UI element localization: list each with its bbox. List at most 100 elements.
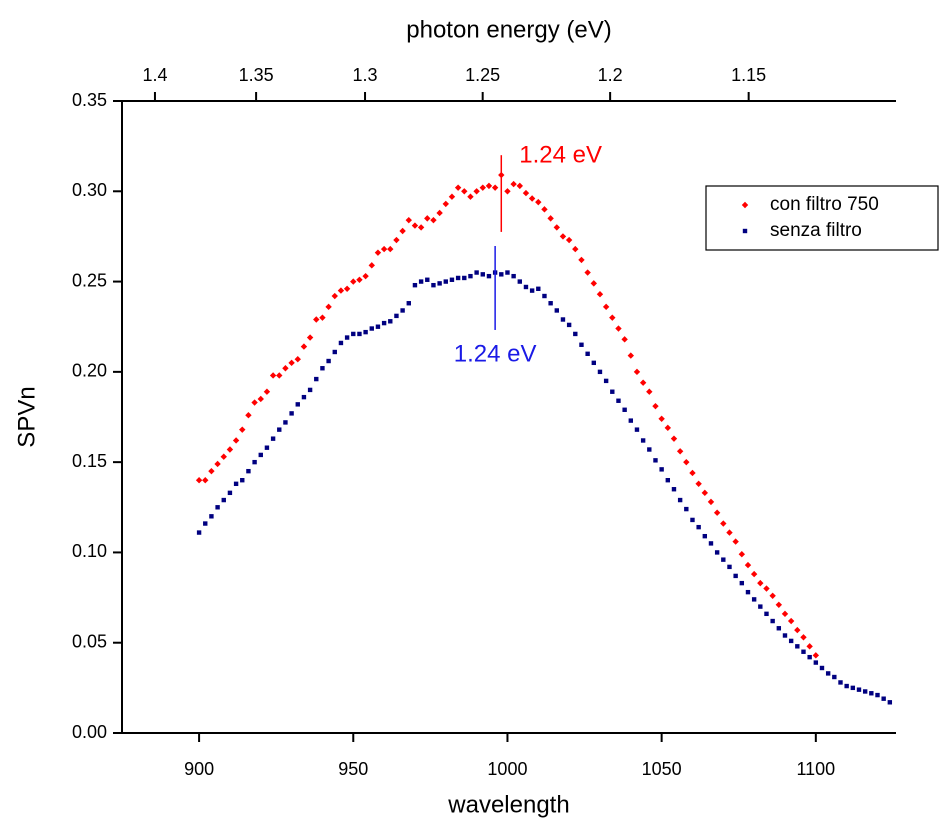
data-point bbox=[869, 691, 874, 696]
data-point bbox=[313, 316, 320, 323]
data-point bbox=[251, 399, 258, 406]
data-point bbox=[523, 284, 529, 290]
data-point bbox=[240, 478, 245, 483]
data-point bbox=[708, 541, 714, 546]
data-point bbox=[468, 273, 473, 279]
data-point bbox=[504, 188, 511, 195]
data-point bbox=[875, 692, 880, 698]
data-point bbox=[590, 280, 598, 287]
data-point bbox=[314, 376, 319, 382]
data-point bbox=[819, 665, 825, 671]
data-point bbox=[665, 478, 671, 483]
data-point bbox=[591, 360, 597, 366]
data-point bbox=[713, 509, 721, 516]
data-point bbox=[462, 275, 467, 281]
data-point bbox=[369, 326, 374, 331]
data-point bbox=[683, 458, 690, 466]
data-point bbox=[548, 301, 553, 306]
data-point bbox=[628, 418, 634, 423]
data-point bbox=[733, 573, 738, 579]
data-point bbox=[862, 689, 868, 694]
data-point bbox=[671, 487, 677, 492]
data-point bbox=[701, 489, 709, 497]
data-point bbox=[622, 407, 627, 412]
data-point bbox=[454, 184, 462, 191]
data-point bbox=[350, 278, 357, 285]
data-point bbox=[856, 687, 862, 692]
data-point bbox=[227, 490, 233, 496]
data-point bbox=[288, 359, 295, 367]
data-point bbox=[639, 379, 647, 386]
data-point bbox=[215, 505, 220, 510]
data-point bbox=[233, 481, 239, 487]
data-point bbox=[597, 369, 603, 375]
data-point bbox=[758, 604, 763, 609]
data-point bbox=[363, 329, 368, 335]
data-point bbox=[319, 314, 326, 321]
data-point bbox=[505, 270, 510, 275]
data-point bbox=[850, 685, 856, 691]
data-point bbox=[696, 524, 701, 530]
data-point bbox=[343, 285, 351, 292]
data-point bbox=[443, 279, 448, 284]
data-point bbox=[677, 497, 683, 503]
data-point bbox=[653, 458, 658, 463]
data-point bbox=[232, 437, 240, 444]
data-point bbox=[294, 356, 301, 363]
legend-marker bbox=[742, 228, 748, 234]
data-point bbox=[782, 633, 788, 638]
data-point bbox=[486, 273, 492, 279]
data-point bbox=[775, 601, 783, 608]
data-point bbox=[196, 530, 202, 535]
data-point bbox=[689, 469, 696, 477]
data-point bbox=[825, 671, 831, 676]
data-point bbox=[264, 445, 270, 450]
data-point bbox=[491, 184, 499, 191]
y-tick-label: 0.30 bbox=[72, 180, 107, 200]
data-point bbox=[516, 182, 523, 190]
data-point bbox=[559, 233, 567, 240]
data-point bbox=[331, 292, 338, 300]
data-point bbox=[812, 652, 820, 659]
y-tick-label: 0.10 bbox=[72, 541, 107, 561]
data-point bbox=[572, 245, 579, 253]
data-point bbox=[351, 331, 356, 337]
data-point bbox=[417, 224, 425, 231]
data-point bbox=[418, 279, 424, 284]
x-tick-label: 950 bbox=[338, 759, 368, 779]
data-point bbox=[633, 368, 641, 376]
data-point bbox=[320, 366, 325, 371]
data-point bbox=[448, 193, 456, 200]
data-point bbox=[714, 550, 720, 555]
data-point bbox=[584, 269, 591, 276]
data-point bbox=[226, 446, 234, 453]
data-point bbox=[609, 314, 616, 321]
data-point bbox=[529, 288, 535, 293]
data-point bbox=[732, 538, 739, 545]
data-point bbox=[801, 649, 806, 654]
data-point bbox=[670, 435, 678, 442]
top-axis-title: photon energy (eV) bbox=[406, 16, 611, 43]
data-point bbox=[425, 277, 430, 282]
data-point bbox=[258, 452, 263, 458]
y-tick-label: 0.20 bbox=[72, 361, 107, 381]
data-point bbox=[647, 447, 652, 452]
data-point bbox=[627, 352, 635, 359]
data-point bbox=[455, 275, 461, 281]
data-point bbox=[542, 293, 547, 299]
data-point bbox=[602, 303, 610, 311]
top-tick-label: 1.35 bbox=[239, 65, 274, 85]
y-tick-label: 0.15 bbox=[72, 451, 107, 471]
data-point bbox=[208, 467, 215, 475]
data-point bbox=[263, 388, 271, 395]
data-point bbox=[270, 436, 276, 441]
data-point bbox=[405, 216, 412, 224]
data-point bbox=[430, 216, 437, 224]
y-tick-label: 0.05 bbox=[72, 631, 107, 651]
data-point bbox=[399, 227, 406, 235]
data-point bbox=[664, 424, 672, 432]
data-point bbox=[585, 351, 590, 356]
data-point bbox=[807, 654, 812, 660]
data-point bbox=[684, 506, 689, 512]
